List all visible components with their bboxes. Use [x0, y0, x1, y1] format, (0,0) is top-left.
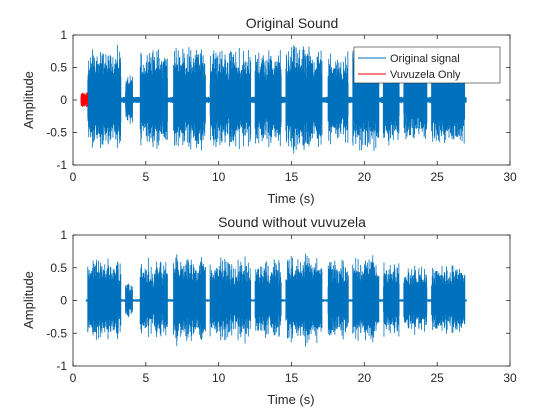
y-tick-label: -0.5 — [46, 126, 67, 140]
y-tick-label: 1 — [60, 228, 67, 242]
y-tick-label: 0.5 — [50, 261, 67, 275]
y-axis-label: Amplitude — [21, 271, 36, 329]
x-tick-label: 10 — [212, 170, 226, 184]
x-tick-label: 0 — [70, 170, 77, 184]
x-axis-label: Time (s) — [267, 191, 314, 206]
axis-ticks: 0 5 10 15 20 25 30 -1 -0.5 0 0.5 1 — [46, 28, 517, 184]
legend-entry-original-signal: Original signal — [390, 53, 460, 65]
x-tick-label: 5 — [142, 170, 149, 184]
x-tick-label: 10 — [212, 371, 226, 385]
y-tick-label: -0.5 — [46, 326, 67, 340]
x-tick-label: 30 — [503, 371, 517, 385]
x-tick-label: 0 — [70, 371, 77, 385]
sound-without-vuvuzela-plot: Sound without vuvuzela 0 5 10 15 20 25 30-1-0.… — [21, 214, 517, 407]
plot-title: Original Sound — [246, 15, 339, 31]
y-tick-label: 0 — [60, 93, 67, 107]
y-tick-label: -1 — [56, 158, 67, 172]
x-tick-label: 20 — [358, 371, 372, 385]
plot-title: Sound without vuvuzela — [218, 214, 366, 230]
y-tick-label: 0 — [60, 294, 67, 308]
y-tick-label: 0.5 — [50, 61, 67, 75]
y-axis-label: Amplitude — [21, 71, 36, 129]
waveform-layer — [85, 253, 467, 347]
waveform-layer — [80, 45, 467, 154]
axes-box — [72, 34, 511, 166]
series-vuvuzela-only-line — [80, 92, 88, 108]
series-signal-line — [85, 253, 467, 347]
y-tick-label: -1 — [56, 359, 67, 373]
x-tick-label: 30 — [503, 170, 517, 184]
x-tick-label: 25 — [430, 371, 444, 385]
x-tick-label: 20 — [358, 170, 372, 184]
x-tick-label: 25 — [430, 170, 444, 184]
legend-box — [353, 46, 501, 84]
x-tick-label: 15 — [285, 170, 299, 184]
x-tick-label: 5 — [142, 371, 149, 385]
y-tick-label: 1 — [60, 28, 67, 42]
legend-entry-vuvuzela-only: Vuvuzela Only — [390, 69, 461, 81]
original-sound-plot: Original Sound 0 5 10 15 20 25 30 -1 -0.5 0 0.5 1 T… — [21, 15, 517, 206]
legend: Original signal Vuvuzela Only — [353, 46, 501, 84]
axes-box — [72, 234, 511, 367]
x-axis-label: Time (s) — [267, 392, 314, 407]
x-tick-label: 15 — [285, 371, 299, 385]
